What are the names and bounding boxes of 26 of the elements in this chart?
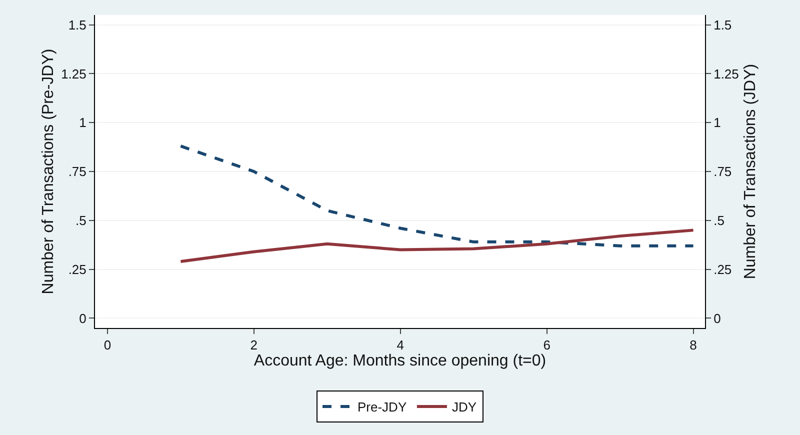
y-tick-label: 1 [79, 115, 86, 130]
x-tick-label: 0 [104, 338, 112, 353]
x-tick-label: 6 [543, 338, 550, 353]
y-axis-title: Number of Transactions (Pre-JDY) [40, 48, 57, 294]
y2-tick-label: .5 [714, 212, 724, 228]
line-series [179, 228, 695, 263]
x-axis-title: Account Age: Months since opening (t=0) [254, 352, 546, 370]
x-tick-label: 2 [250, 338, 258, 353]
y-tick-label: .75 [68, 164, 86, 180]
x-tick-label: 8 [690, 338, 697, 353]
y-tick-label: 0 [79, 310, 86, 326]
y2-axis-title: Number of Transactions (JDY) [742, 64, 759, 280]
legend-label: Pre-JDY [358, 400, 407, 415]
y-tick-label: 1.25 [61, 66, 86, 82]
y2-tick-label: 1.25 [714, 66, 739, 82]
y2-tick-label: 1 [714, 115, 721, 130]
y-tick-label: .25 [68, 262, 86, 277]
legend-label: JDY [452, 400, 477, 415]
y-tick-label: .5 [76, 212, 86, 228]
y2-tick-label: .75 [714, 164, 732, 180]
x-tick-label: 4 [396, 338, 404, 353]
y2-tick-label: 1.5 [714, 17, 732, 32]
line-series [179, 144, 695, 248]
y-tick-label: 1.5 [68, 17, 86, 32]
y2-tick-label: 0 [714, 310, 721, 326]
y2-tick-label: .25 [714, 262, 732, 277]
